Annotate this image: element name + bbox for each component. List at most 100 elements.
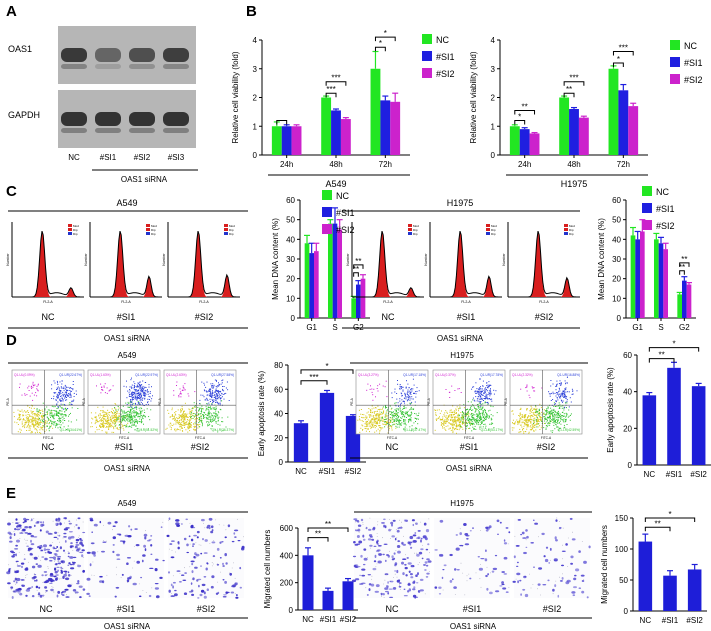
- dot: [48, 423, 50, 425]
- migrated-cell: [43, 571, 48, 573]
- dot: [129, 420, 130, 422]
- dot: [408, 415, 410, 417]
- dot: [411, 396, 413, 398]
- dot: [373, 388, 375, 390]
- dot: [527, 422, 529, 424]
- dot: [135, 414, 137, 416]
- dot: [374, 420, 376, 422]
- dot: [410, 389, 412, 391]
- dot: [366, 389, 368, 391]
- dot: [103, 386, 105, 388]
- dot: [376, 415, 378, 417]
- significance-bracket: [325, 92, 337, 98]
- dot: [179, 423, 181, 425]
- dot: [392, 412, 394, 414]
- dot: [526, 390, 528, 392]
- dot: [58, 395, 60, 397]
- dot: [479, 396, 481, 398]
- dot: [104, 411, 106, 413]
- migrated-cell: [75, 524, 78, 526]
- dot: [191, 409, 193, 411]
- dot: [571, 393, 573, 395]
- dot: [373, 425, 375, 427]
- dot: [389, 425, 391, 427]
- migrated-cell: [168, 517, 171, 520]
- migrated-cell: [196, 536, 199, 539]
- dot: [184, 413, 186, 415]
- dot: [173, 390, 175, 392]
- dot: [52, 417, 54, 419]
- dot: [223, 398, 225, 400]
- dot: [223, 386, 225, 387]
- dot: [173, 415, 175, 417]
- membrane-pore: [217, 581, 219, 583]
- dot: [462, 422, 464, 424]
- dot: [359, 418, 360, 420]
- dot: [401, 395, 403, 397]
- dot: [387, 420, 389, 422]
- dot: [136, 393, 138, 395]
- dot: [215, 422, 217, 424]
- dot: [65, 387, 67, 388]
- dot: [567, 382, 568, 384]
- dot: [391, 421, 393, 423]
- dot: [108, 414, 110, 416]
- dotplot-y-label: PE-A: [6, 397, 10, 405]
- migrated-cell: [148, 594, 152, 598]
- membrane-pore: [24, 554, 26, 555]
- dot: [136, 404, 138, 406]
- migrated-cell: [118, 534, 122, 536]
- dot: [489, 416, 490, 418]
- dot: [103, 422, 105, 424]
- dot: [397, 424, 399, 426]
- significance-bracket: [353, 264, 364, 269]
- dot: [395, 410, 397, 412]
- dot: [42, 420, 44, 422]
- dot: [398, 419, 400, 421]
- dot: [42, 411, 44, 412]
- dot: [132, 399, 134, 401]
- migrated-cell: [16, 577, 21, 582]
- dot: [46, 420, 48, 422]
- migrated-cell: [68, 520, 71, 522]
- dot: [476, 422, 478, 424]
- y-axis-label: Migrated cell numbers: [263, 530, 272, 609]
- dot: [374, 431, 376, 433]
- dot: [35, 422, 37, 424]
- dot: [459, 420, 461, 422]
- dot: [391, 427, 393, 429]
- migrated-cell: [48, 551, 53, 554]
- dot: [222, 421, 224, 423]
- quadrant-lr-label: Q1-LR(53.17%): [481, 428, 503, 432]
- dot: [557, 411, 559, 413]
- dot: [532, 428, 534, 430]
- dot: [410, 402, 412, 404]
- dot: [484, 391, 486, 393]
- dot: [386, 415, 388, 417]
- dot: [563, 407, 565, 409]
- dot: [549, 419, 551, 421]
- dotplot-frame: [509, 369, 583, 435]
- dot: [388, 427, 390, 429]
- dot: [125, 414, 127, 416]
- migrated-cell: [35, 579, 38, 582]
- migrated-cell: [102, 541, 107, 543]
- dot: [415, 393, 417, 395]
- dot: [536, 420, 538, 422]
- dot: [211, 425, 213, 427]
- dot: [552, 399, 554, 400]
- dot: [360, 413, 362, 415]
- dot: [42, 402, 44, 404]
- dot: [532, 416, 534, 418]
- dot: [206, 398, 208, 400]
- dot: [487, 386, 488, 388]
- dot: [564, 388, 566, 390]
- dot: [210, 395, 212, 397]
- dot: [104, 415, 105, 417]
- dot: [36, 415, 38, 417]
- migrated-cell: [67, 552, 70, 555]
- dot: [555, 423, 557, 425]
- dot: [471, 415, 473, 417]
- dot: [139, 400, 141, 402]
- quadrant-lr-label: Q1-LR(51.52%): [136, 428, 158, 432]
